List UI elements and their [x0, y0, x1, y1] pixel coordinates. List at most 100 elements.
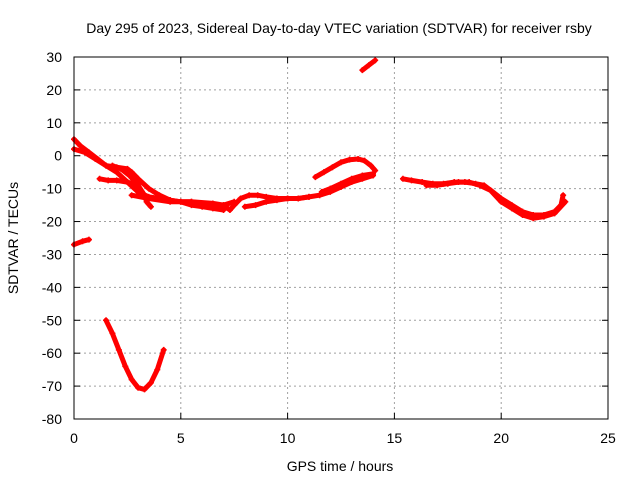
y-tick-label: -30	[42, 246, 62, 262]
data-point	[231, 202, 238, 209]
data-point	[160, 346, 167, 353]
data-point	[126, 172, 133, 179]
y-tick-label: 20	[46, 82, 62, 98]
plot-border	[73, 56, 609, 420]
data-point	[372, 57, 379, 64]
y-tick-label: -50	[42, 312, 62, 328]
x-tick-label: 20	[493, 430, 509, 446]
axis-ticks: 0 5 10 15 20 25 -80 -70 -60 -50 -40 -30 -20 -10 0 10 20 3…	[42, 49, 616, 446]
data-point	[128, 169, 135, 176]
data-point	[562, 198, 569, 205]
data-point	[476, 182, 483, 189]
data-point	[77, 142, 84, 149]
data-point	[209, 200, 216, 207]
data-point	[359, 172, 366, 179]
data-point	[81, 149, 88, 156]
data-point	[318, 188, 325, 195]
data-point	[444, 180, 451, 187]
data-point	[361, 157, 368, 164]
series-arc-3	[71, 146, 226, 213]
grid-lines	[74, 57, 608, 419]
data-point	[145, 195, 152, 202]
data-point	[320, 169, 327, 176]
x-tick-label: 5	[177, 430, 185, 446]
data-point	[487, 187, 494, 194]
data-point	[455, 179, 462, 186]
data-point	[122, 363, 129, 370]
data-point	[370, 170, 377, 177]
data-point	[141, 386, 148, 393]
data-point	[226, 207, 233, 214]
x-tick-label: 10	[280, 430, 296, 446]
data-point	[367, 162, 374, 169]
data-point	[188, 198, 195, 205]
chart-title: Day 295 of 2023, Sidereal Day-to-day VTE…	[86, 20, 592, 36]
series-arc-6	[129, 173, 376, 213]
y-tick-label: -70	[42, 378, 62, 394]
series-arc-2	[71, 136, 237, 208]
data-point	[79, 238, 86, 245]
data-point	[147, 203, 154, 210]
data-point	[117, 165, 124, 172]
data-point	[241, 203, 248, 210]
data-point	[254, 192, 261, 199]
data-point	[338, 159, 344, 166]
series-arc-13	[103, 317, 167, 392]
data-point	[128, 192, 135, 199]
x-tick-label: 25	[600, 430, 616, 446]
data-point	[220, 202, 227, 209]
data-point	[109, 330, 116, 337]
data-point	[359, 67, 366, 74]
data-series	[71, 57, 569, 393]
data-point	[372, 167, 379, 174]
data-point	[365, 62, 372, 69]
data-point	[498, 198, 505, 205]
data-point	[508, 205, 515, 212]
data-point	[113, 177, 120, 184]
data-point	[408, 177, 415, 184]
data-point	[128, 376, 135, 383]
data-point	[423, 182, 430, 189]
data-point	[147, 379, 154, 386]
y-axis-label: SDTVAR / TECUs	[5, 182, 21, 294]
data-point	[156, 192, 163, 199]
data-point	[167, 198, 174, 205]
data-point	[284, 195, 291, 202]
x-tick-label: 15	[387, 430, 403, 446]
data-point	[466, 179, 473, 186]
data-point	[124, 179, 131, 186]
data-point	[103, 317, 110, 324]
data-point	[519, 211, 526, 218]
y-tick-label: -40	[42, 279, 62, 295]
data-point	[237, 195, 244, 202]
data-point	[399, 175, 406, 182]
data-point	[85, 236, 92, 243]
data-point	[316, 192, 323, 199]
data-point	[92, 156, 99, 163]
data-point	[103, 162, 110, 169]
data-point	[135, 175, 142, 182]
data-point	[338, 180, 344, 187]
data-point	[329, 164, 336, 171]
data-point	[135, 182, 142, 189]
data-point	[346, 156, 353, 163]
data-point	[295, 195, 302, 202]
data-point	[312, 174, 319, 181]
x-tick-label: 0	[70, 430, 78, 446]
x-axis-label: GPS time / hours	[287, 458, 394, 474]
y-tick-label: -80	[42, 411, 62, 427]
data-point	[540, 213, 547, 220]
data-point	[434, 182, 441, 189]
y-tick-label: -60	[42, 345, 62, 361]
data-point	[115, 346, 122, 353]
data-point	[145, 185, 152, 192]
data-point	[96, 175, 103, 182]
data-point	[327, 185, 334, 192]
data-point	[252, 202, 259, 209]
y-tick-label: 30	[46, 49, 62, 65]
data-point	[530, 215, 537, 222]
data-point	[135, 384, 142, 391]
y-tick-label: 10	[46, 115, 62, 131]
data-point	[246, 192, 253, 199]
